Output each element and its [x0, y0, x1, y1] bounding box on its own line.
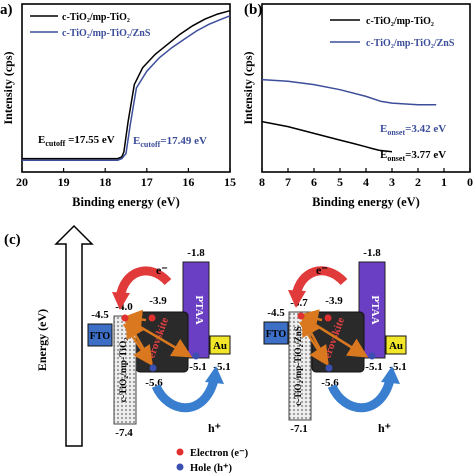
left-fto-level: -4.5 [91, 309, 109, 321]
left-electron-curve [115, 266, 172, 299]
panel-a-ylabel: Intensity (cps) [1, 51, 15, 124]
left-electron-dot-2 [148, 314, 156, 322]
left-electron-dot [121, 314, 129, 322]
panel-a-legend-2: c-TiO₂/mp-TiO₂/ZnS [62, 28, 151, 39]
panel-a-tick-label-3: 17 [141, 175, 153, 189]
panel-b-series-line-1 [261, 78, 437, 106]
panel-b-x-ticks: 8 7 6 5 4 3 2 1 0 [259, 168, 473, 189]
panel-b-ylabel: Intensity (cps) [241, 51, 255, 124]
panel-b-label: (b) [244, 2, 262, 18]
panel-a-x-ticks: 20 19 18 17 16 15 [16, 168, 236, 189]
panel-a-tick-label-2: 18 [99, 175, 111, 189]
left-ptaa-homo: -5.1 [189, 361, 206, 373]
legend-hole-label: Hole (h⁺) [190, 463, 232, 474]
left-electron-curve-head [112, 292, 130, 310]
panel-a-tick-label-1: 19 [58, 175, 70, 189]
right-fto-label: FTO [266, 329, 287, 340]
panel-b-tick-label-5: 3 [389, 175, 395, 189]
panel-b-tick-label-7: 1 [441, 175, 447, 189]
right-perovskite-cb: -3.9 [325, 295, 343, 307]
right-hole-label: h⁺ [378, 421, 391, 435]
right-hole-curve-head [381, 366, 400, 384]
panel-a-tick-label-5: 15 [224, 175, 236, 189]
energy-axis-arrow [54, 224, 94, 447]
panel-a-series-line-0 [22, 9, 231, 160]
legend-electron-label: Electron (e⁻) [190, 448, 249, 459]
panel-b-legend-2: c-TiO₂/mp-TiO₂/ZnS [366, 38, 455, 49]
panel-b-onset-black: Eonset=3.77 eV [380, 149, 446, 163]
left-fto-label: FTO [90, 331, 111, 342]
left-etl-vb: -7.4 [115, 427, 133, 439]
panel-a-tick-label-4: 16 [182, 175, 194, 189]
panel-a-frame [21, 3, 231, 173]
panel-b-legend-1: c-TiO₂/mp-TiO₂ [366, 16, 434, 27]
right-electron-dot [297, 312, 305, 320]
left-etl-label: c-TiO₂/mp-TiO₂ [119, 338, 129, 403]
legend-hole-dot [176, 463, 184, 471]
panel-b-tick-label-1: 7 [285, 175, 291, 189]
left-hole-dot [149, 364, 157, 372]
right-electron-dot-2 [324, 314, 332, 322]
panel-b-tick-label-8: 0 [467, 175, 473, 189]
right-ptaa-homo: -5.1 [365, 361, 382, 373]
panel-a-lines [22, 9, 231, 161]
panel-a-legend-1: c-TiO₂/mp-TiO₂ [62, 12, 130, 23]
legend-electron-dot [176, 448, 184, 456]
panel-a-cutoff-black: Ecutoff =17.55 eV [38, 134, 115, 148]
left-ptaa-label: PTAA [193, 295, 205, 324]
panel-b-tick-label-2: 6 [311, 175, 317, 189]
right-fto-box [263, 321, 289, 345]
energy-axis-label: Energy (eV) [35, 309, 49, 371]
panel-b-tick-label-4: 4 [363, 175, 369, 189]
right-au-box [385, 335, 407, 355]
right-ptaa-label: PTAA [369, 295, 381, 324]
right-hole-curve [327, 378, 395, 413]
panel-b-tick-label-0: 8 [259, 175, 265, 189]
panel-a-series-line-1 [22, 15, 231, 161]
panel-b-xlabel: Binding energy (eV) [312, 195, 420, 209]
right-hole-dot-2 [368, 352, 376, 360]
panel-a-tick-label-0: 20 [16, 175, 28, 189]
left-au-box [209, 335, 231, 355]
left-perovskite-cb: -3.9 [149, 295, 167, 307]
left-hole-dot-2 [192, 352, 200, 360]
left-arrow-4 [122, 323, 153, 367]
right-etl-label: c-TiO₂/mp-TiO₂/ZnS [293, 326, 303, 406]
panel-b-lines [261, 78, 437, 153]
panel-b-onset-blue: Eonset=3.42 eV [380, 123, 446, 137]
right-arrow-4 [298, 321, 329, 367]
right-hole-dot [325, 364, 333, 372]
left-au-label: Au [213, 340, 227, 352]
right-fto-level: -4.5 [267, 307, 285, 319]
band-diagram-right: PTAA -1.8 Perovskite -3.9 -5.6 c-TiO₂/mp… [263, 247, 407, 435]
band-diagram-left: PTAA -1.8 Perovskite -3.9 -5.6 c-TiO₂/mp… [87, 247, 231, 439]
panel-b-tick-label-3: 5 [337, 175, 343, 189]
left-ptaa-lumo: -1.8 [187, 247, 205, 259]
panel-a-label: a) [0, 2, 13, 18]
left-fto-box [87, 323, 113, 347]
right-ptaa-lumo: -1.8 [363, 247, 381, 259]
right-au-label: Au [389, 340, 403, 352]
panel-a-xlabel: Binding energy (eV) [72, 195, 180, 209]
left-hole-label: h⁺ [208, 421, 221, 435]
panel-a-cutoff-blue: Ecutoff=17.49 eV [133, 135, 207, 149]
right-electron-label: e⁻ [316, 263, 328, 277]
left-hole-curve [151, 378, 219, 413]
right-electron-curve-head [288, 290, 306, 308]
panel-c-label: (c) [4, 232, 21, 248]
left-electron-label: e⁻ [156, 263, 168, 277]
panel-b-series-line-0 [261, 120, 393, 153]
left-hole-curve-head [205, 366, 224, 384]
right-etl-vb: -7.1 [290, 423, 307, 435]
right-electron-curve [291, 266, 348, 298]
panel-b-tick-label-6: 2 [415, 175, 421, 189]
